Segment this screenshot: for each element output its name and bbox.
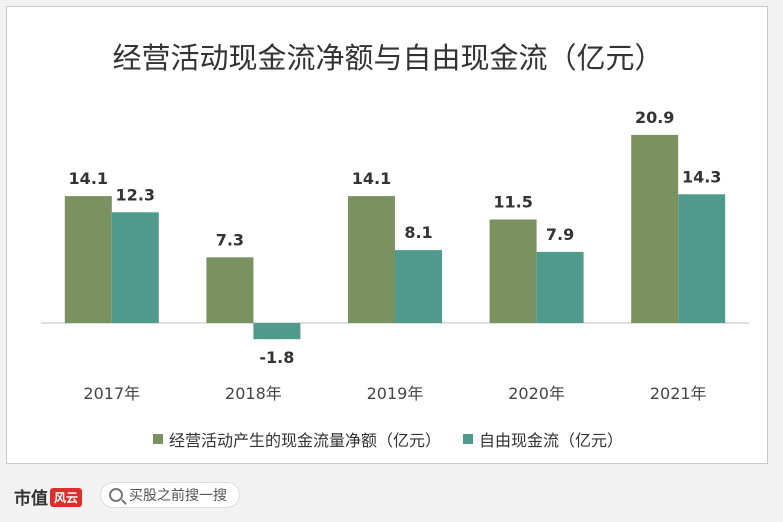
data-label-operating-2: 14.1 bbox=[352, 169, 391, 188]
data-label-operating-3: 11.5 bbox=[493, 193, 532, 212]
brand-logo[interactable]: 市值 风云 bbox=[14, 484, 83, 509]
search-icon bbox=[109, 488, 123, 502]
bar-operating-4 bbox=[631, 134, 679, 323]
bar-operating-2 bbox=[348, 196, 395, 323]
bar-operating-3 bbox=[489, 219, 537, 323]
footer-bar: 市值 风云 买股之前搜一搜 bbox=[0, 472, 783, 522]
legend-label-free: 自由现金流（亿元） bbox=[479, 431, 624, 450]
data-label-free-4: 14.3 bbox=[682, 167, 721, 186]
data-label-operating-0: 14.1 bbox=[69, 169, 108, 188]
bar-free-4 bbox=[678, 194, 726, 323]
legend-label-operating: 经营活动产生的现金流量净额（亿元） bbox=[168, 431, 441, 450]
data-label-operating-1: 7.3 bbox=[216, 230, 244, 249]
x-tick-label-4: 2021年 bbox=[650, 384, 707, 403]
x-tick-label-3: 2020年 bbox=[508, 384, 565, 403]
bar-free-1 bbox=[253, 323, 301, 340]
brand-mark: 风云 bbox=[50, 488, 83, 507]
bar-operating-0 bbox=[64, 196, 112, 323]
bar-chart: 14.1 12.3 2017年 7.3 -1.8 2018年 14.1 8.1 2019年 11.… bbox=[41, 108, 749, 403]
legend-swatch-free bbox=[463, 434, 473, 444]
legend-item-free-cash-flow: 自由现金流（亿元） bbox=[463, 427, 623, 451]
search-box[interactable]: 买股之前搜一搜 bbox=[100, 482, 240, 508]
data-label-free-1: -1.8 bbox=[259, 348, 294, 367]
bar-free-3 bbox=[536, 251, 584, 323]
bar-operating-1 bbox=[206, 257, 254, 323]
chart-card: 经营活动现金流净额与自由现金流（亿元） 14.1 12.3 2017年 7.3 -1.8… bbox=[6, 6, 768, 464]
search-placeholder: 买股之前搜一搜 bbox=[129, 488, 227, 504]
chart-legend: 经营活动产生的现金流量净额（亿元） 自由现金流（亿元） bbox=[7, 427, 769, 451]
chart-title: 经营活动现金流净额与自由现金流（亿元） bbox=[112, 41, 664, 75]
x-tick-label-1: 2018年 bbox=[225, 384, 282, 403]
legend-item-operating-cash-flow: 经营活动产生的现金流量净额（亿元） bbox=[152, 427, 441, 451]
data-label-free-3: 7.9 bbox=[546, 225, 574, 244]
brand-name: 市值 bbox=[14, 489, 48, 509]
data-label-free-2: 8.1 bbox=[404, 223, 432, 242]
x-tick-label-0: 2017年 bbox=[83, 384, 140, 403]
bar-free-0 bbox=[111, 212, 159, 323]
data-label-free-0: 12.3 bbox=[116, 185, 155, 204]
data-label-operating-4: 20.9 bbox=[635, 108, 674, 127]
bar-free-2 bbox=[395, 250, 442, 323]
x-tick-label-2: 2019年 bbox=[367, 384, 424, 403]
legend-swatch-operating bbox=[152, 434, 163, 444]
